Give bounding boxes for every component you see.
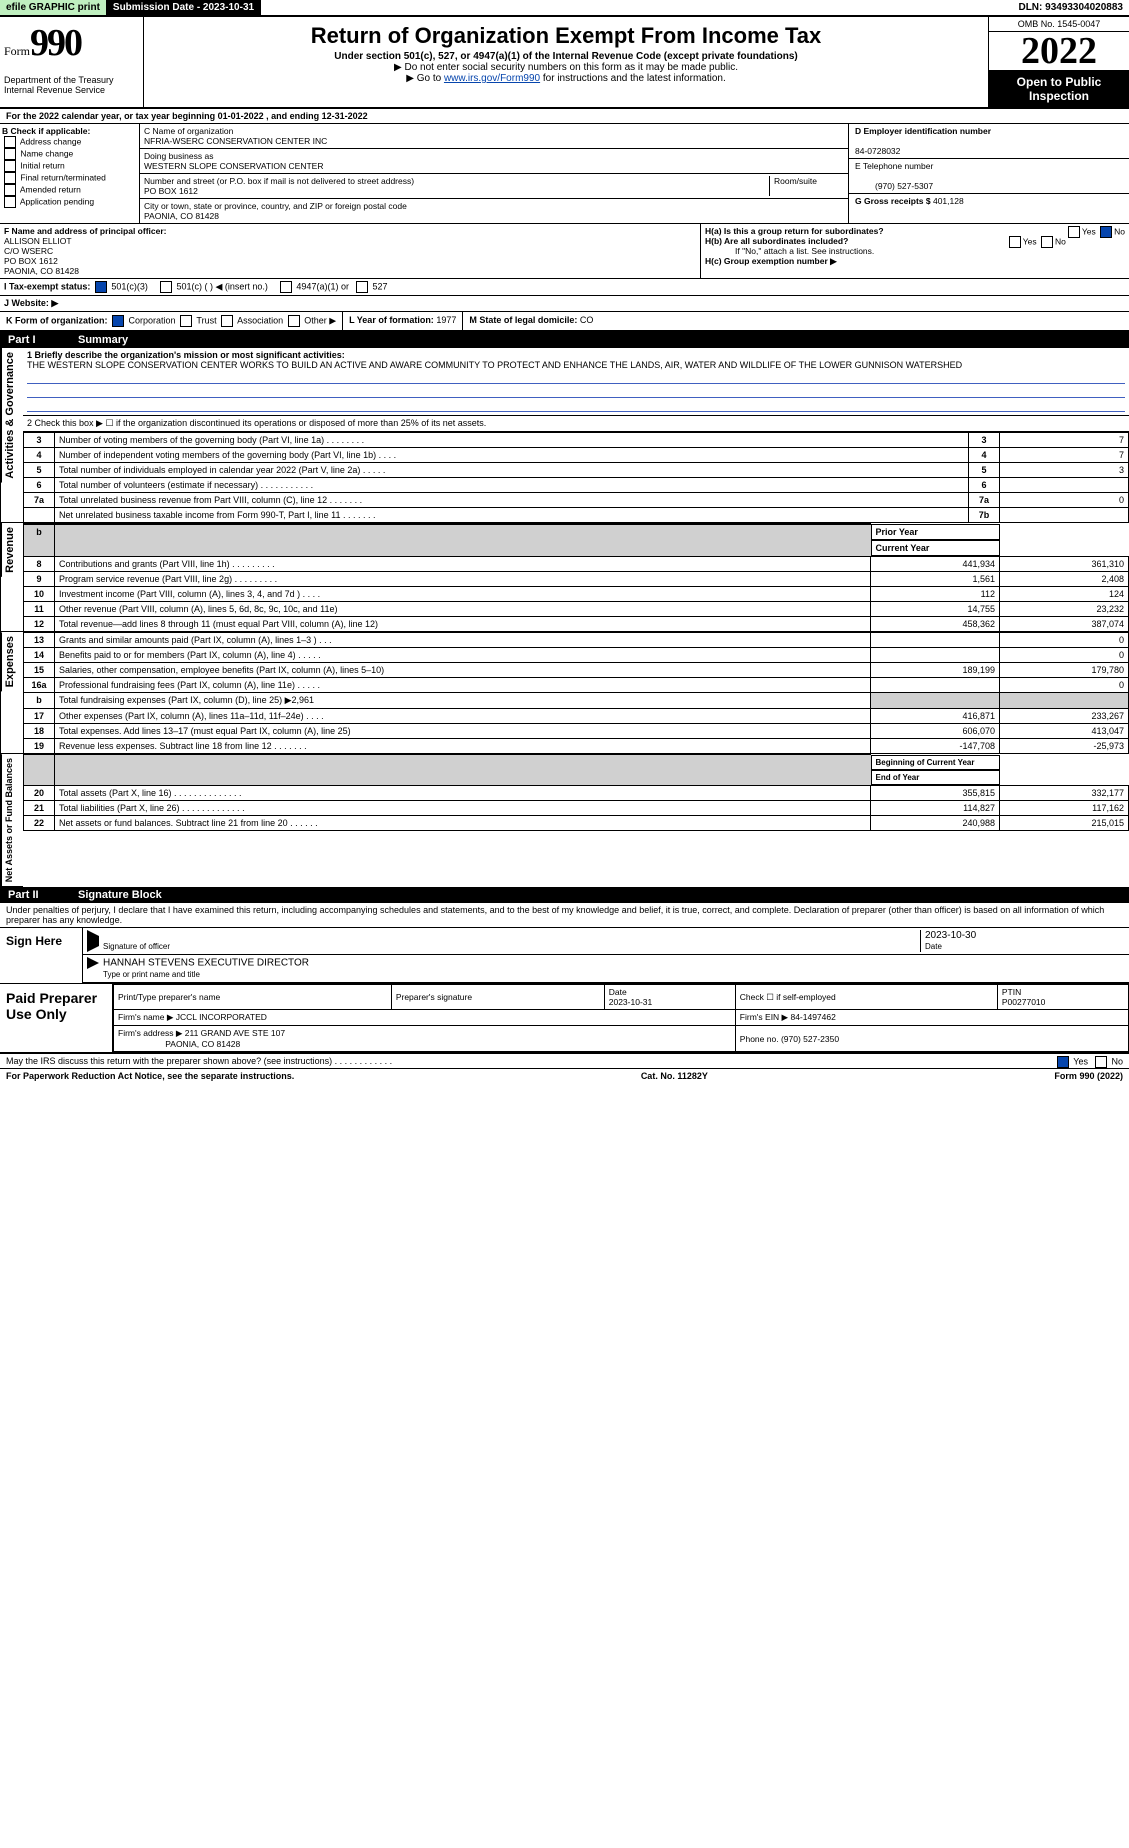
q1-text: THE WESTERN SLOPE CONSERVATION CENTER WO… [27, 360, 962, 370]
ha-yes-ck[interactable] [1068, 226, 1080, 238]
room-lbl: Room/suite [769, 176, 844, 196]
footer-left: For Paperwork Reduction Act Notice, see … [6, 1071, 294, 1081]
discuss-no-ck[interactable] [1095, 1056, 1107, 1068]
sig-date: 2023-10-30 [925, 930, 976, 941]
check-b-item[interactable]: Amended return [2, 184, 137, 196]
c-dba-lbl: Doing business as [144, 151, 213, 161]
part2-bar: Part IISignature Block [0, 887, 1129, 903]
ha-lbl: H(a) Is this a group return for subordin… [705, 226, 884, 236]
f-line: PO BOX 1612 [4, 256, 696, 266]
footer-mid: Cat. No. 11282Y [641, 1071, 708, 1081]
hb-lbl: H(b) Are all subordinates included? [705, 236, 848, 246]
dln: DLN: 93493304020883 [1012, 0, 1129, 15]
governance-table: 3Number of voting members of the governi… [23, 432, 1129, 523]
c-city: PAONIA, CO 81428 [144, 211, 219, 221]
check-b-item[interactable]: Name change [2, 148, 137, 160]
website-row: J Website: ▶ [0, 296, 1129, 312]
footer-right: Form 990 (2022) [1054, 1071, 1123, 1081]
c-name-lbl: C Name of organization [144, 126, 233, 136]
501c3-ck[interactable] [95, 281, 107, 293]
perjury: Under penalties of perjury, I declare th… [0, 903, 1129, 928]
side-revenue: Revenue [1, 523, 18, 577]
c-name: NFRIA-WSERC CONSERVATION CENTER INC [144, 136, 327, 146]
f-line: ALLISON ELLIOT [4, 236, 696, 246]
discuss-row: May the IRS discuss this return with the… [0, 1054, 1129, 1069]
check-b-item[interactable]: Initial return [2, 160, 137, 172]
l-lbl: L Year of formation: [349, 315, 434, 325]
dept: Department of the Treasury Internal Reve… [4, 75, 139, 95]
irs-link[interactable]: www.irs.gov/Form990 [444, 73, 540, 84]
g-val: 401,128 [933, 196, 964, 206]
submission-date[interactable]: Submission Date - 2023-10-31 [107, 0, 261, 15]
form-number: Form990 [4, 21, 139, 65]
e-lbl: E Telephone number [855, 161, 933, 171]
subtitle-1: Under section 501(c), 527, or 4947(a)(1)… [148, 51, 984, 62]
ha-no-ck[interactable] [1100, 226, 1112, 238]
expenses-table: 13Grants and similar amounts paid (Part … [23, 632, 1129, 754]
netassets-table: Beginning of Current YearEnd of Year20To… [23, 754, 1129, 831]
sig-arrow-icon-2 [87, 957, 99, 969]
c-city-lbl: City or town, state or province, country… [144, 201, 407, 211]
sig-typed: HANNAH STEVENS EXECUTIVE DIRECTOR [103, 958, 309, 969]
g-lbl: G Gross receipts $ [855, 196, 931, 206]
file-header: efile GRAPHIC print Submission Date - 20… [0, 0, 1129, 17]
paid-preparer: Paid Preparer Use Only Print/Type prepar… [0, 984, 1129, 1054]
efile-tag: efile GRAPHIC print [0, 0, 107, 15]
sig-date-lbl: Date [925, 942, 942, 951]
c-street-lbl: Number and street (or P.O. box if mail i… [144, 176, 414, 186]
l-val: 1977 [436, 315, 456, 325]
check-b-title: B Check if applicable: [2, 126, 137, 136]
c-street: PO BOX 1612 [144, 186, 198, 196]
public-inspection: Open to Public Inspection [989, 71, 1129, 107]
title-row: Form990 Department of the Treasury Inter… [0, 17, 1129, 109]
d-lbl: D Employer identification number [855, 126, 991, 136]
tax-year: 2022 [989, 32, 1129, 71]
q2: 2 Check this box ▶ ☐ if the organization… [23, 416, 1129, 432]
j-lbl: J Website: ▶ [4, 298, 58, 308]
revenue-table: bPrior YearCurrent Year8Contributions an… [23, 523, 1129, 632]
entity-section: B Check if applicable: Address change Na… [0, 124, 1129, 224]
q1-lbl: 1 Briefly describe the organization's mi… [27, 350, 345, 360]
k-lbl: K Form of organization: [6, 315, 108, 325]
m-lbl: M State of legal domicile: [469, 315, 577, 325]
e-val: (970) 527-5307 [855, 181, 933, 191]
part1-bar: Part ISummary [0, 332, 1129, 348]
m-val: CO [580, 315, 594, 325]
discuss-yes-ck[interactable] [1057, 1056, 1069, 1068]
hb-yes-ck[interactable] [1009, 236, 1021, 248]
subtitle-3: Go to www.irs.gov/Form990 for instructio… [148, 73, 984, 84]
sign-here-row: Sign Here Signature of officer 2023-10-30… [0, 928, 1129, 984]
klm-row: K Form of organization: Corporation Trus… [0, 312, 1129, 332]
side-expenses: Expenses [1, 632, 18, 691]
f-line: C/O WSERC [4, 246, 696, 256]
f-lbl: F Name and address of principal officer: [4, 226, 166, 236]
check-b-item[interactable]: Application pending [2, 196, 137, 208]
hc-lbl: H(c) Group exemption number ▶ [705, 256, 837, 266]
sig-officer-lbl: Signature of officer [103, 942, 170, 951]
c-dba: WESTERN SLOPE CONSERVATION CENTER [144, 161, 323, 171]
sign-here-lbl: Sign Here [0, 928, 83, 983]
subtitle-2: Do not enter social security numbers on … [148, 62, 984, 73]
i-lbl: I Tax-exempt status: [4, 281, 90, 291]
form-title: Return of Organization Exempt From Incom… [148, 23, 984, 49]
footer-row: For Paperwork Reduction Act Notice, see … [0, 1069, 1129, 1083]
officer-row: F Name and address of principal officer:… [0, 224, 1129, 279]
tax-status-row: I Tax-exempt status: 501(c)(3) 501(c) ( … [0, 279, 1129, 296]
paid-lbl: Paid Preparer Use Only [0, 984, 113, 1052]
d-val: 84-0728032 [855, 146, 900, 156]
side-netassets: Net Assets or Fund Balances [1, 754, 16, 886]
check-b-item[interactable]: Address change [2, 136, 137, 148]
sig-typed-lbl: Type or print name and title [87, 970, 200, 979]
period-line: For the 2022 calendar year, or tax year … [0, 109, 1129, 124]
f-line: PAONIA, CO 81428 [4, 266, 696, 276]
side-activities: Activities & Governance [1, 348, 18, 483]
mission-block: 1 Briefly describe the organization's mi… [23, 348, 1129, 416]
sig-arrow-icon [87, 930, 99, 952]
check-b-item[interactable]: Final return/terminated [2, 172, 137, 184]
hb-no-ck[interactable] [1041, 236, 1053, 248]
